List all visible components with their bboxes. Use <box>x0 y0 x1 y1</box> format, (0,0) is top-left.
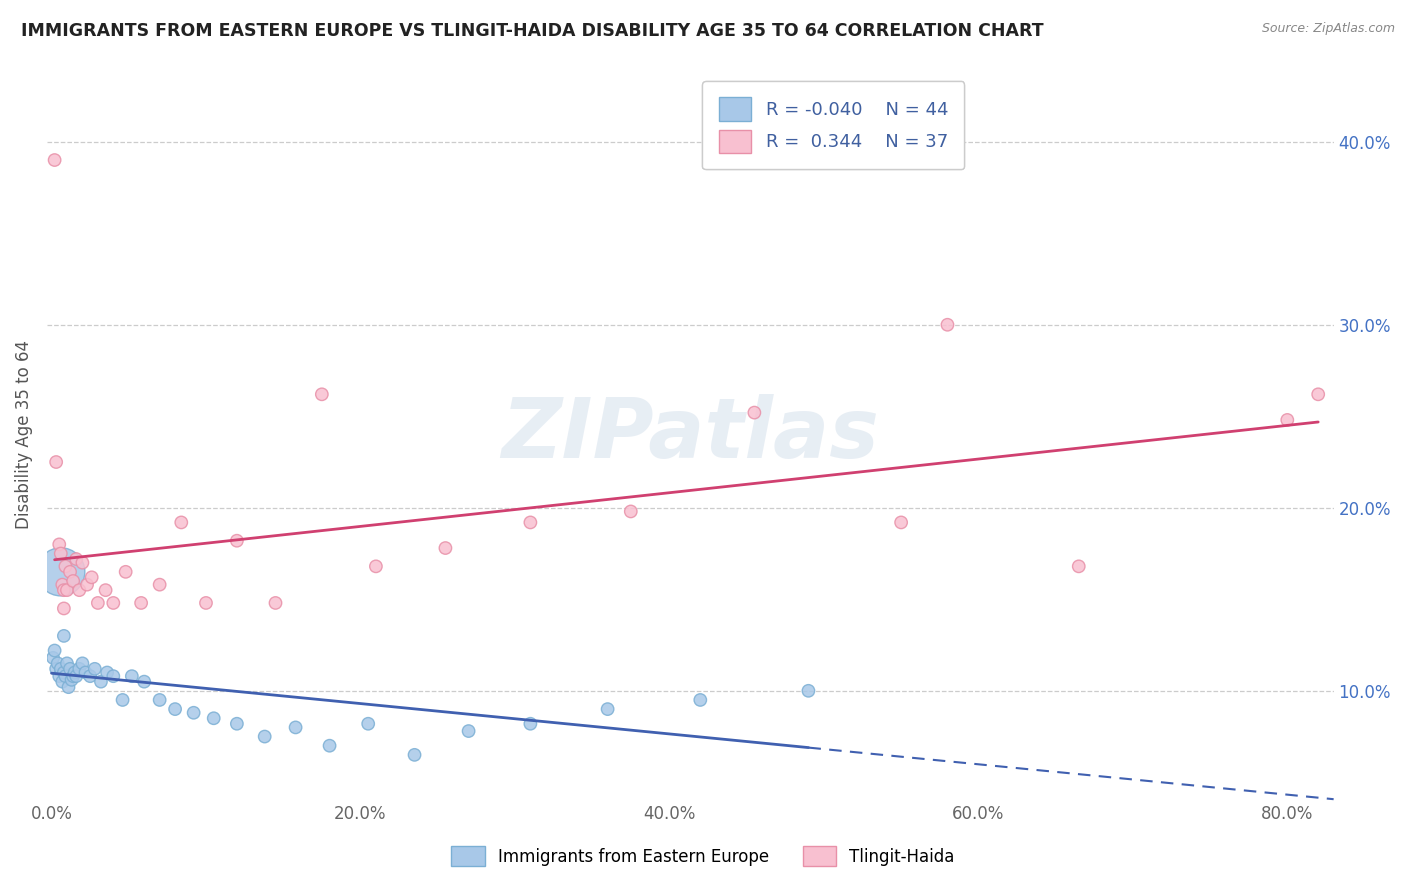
Text: IMMIGRANTS FROM EASTERN EUROPE VS TLINGIT-HAIDA DISABILITY AGE 35 TO 64 CORRELAT: IMMIGRANTS FROM EASTERN EUROPE VS TLINGI… <box>21 22 1043 40</box>
Point <box>59 565 82 579</box>
Point <box>596 702 619 716</box>
Point <box>52 583 75 598</box>
Point <box>457 724 479 739</box>
Point <box>103 596 125 610</box>
Point <box>62 574 84 588</box>
Point <box>129 596 152 610</box>
Point <box>149 693 172 707</box>
Point <box>60 673 83 687</box>
Point <box>87 596 110 610</box>
Point <box>52 629 75 643</box>
Point <box>202 711 225 725</box>
Point <box>890 516 912 530</box>
Point <box>65 552 87 566</box>
Point <box>76 577 98 591</box>
Point <box>44 153 66 167</box>
Point <box>52 601 75 615</box>
Point <box>165 702 187 716</box>
Point <box>103 669 125 683</box>
Point <box>52 665 75 680</box>
Text: Source: ZipAtlas.com: Source: ZipAtlas.com <box>1261 22 1395 36</box>
Point <box>519 516 541 530</box>
Point <box>149 577 172 591</box>
Point <box>284 720 307 734</box>
Point <box>45 662 67 676</box>
Point <box>111 693 134 707</box>
Point <box>1277 413 1299 427</box>
Point <box>183 706 205 720</box>
Point <box>65 669 87 683</box>
Point <box>225 716 247 731</box>
Point <box>253 730 276 744</box>
Point <box>936 318 959 332</box>
Point <box>96 665 118 680</box>
Point <box>434 541 457 555</box>
Point <box>48 537 70 551</box>
Legend: R = -0.040    N = 44, R =  0.344    N = 37: R = -0.040 N = 44, R = 0.344 N = 37 <box>703 81 965 169</box>
Point <box>72 657 94 671</box>
Point <box>264 596 287 610</box>
Point <box>83 662 105 676</box>
Point <box>55 669 77 683</box>
Point <box>75 665 97 680</box>
Point <box>56 583 79 598</box>
Point <box>90 674 112 689</box>
Point <box>195 596 218 610</box>
Point <box>48 669 70 683</box>
Point <box>49 662 72 676</box>
Text: ZIPatlas: ZIPatlas <box>502 394 879 475</box>
Point <box>1308 387 1330 401</box>
Point <box>364 559 387 574</box>
Point <box>114 565 136 579</box>
Point <box>58 680 80 694</box>
Point <box>357 716 380 731</box>
Point <box>620 504 643 518</box>
Point <box>59 662 82 676</box>
Point <box>51 577 73 591</box>
Y-axis label: Disability Age 35 to 64: Disability Age 35 to 64 <box>15 340 32 529</box>
Point <box>689 693 711 707</box>
Point <box>318 739 340 753</box>
Point <box>94 583 117 598</box>
Point <box>67 583 90 598</box>
Point <box>63 665 86 680</box>
Point <box>311 387 333 401</box>
Point <box>51 674 73 689</box>
Point <box>519 716 541 731</box>
Point <box>404 747 426 762</box>
Point <box>79 669 101 683</box>
Point <box>1067 559 1090 574</box>
Point <box>55 559 77 574</box>
Point <box>46 657 69 671</box>
Point <box>42 651 65 665</box>
Point <box>121 669 143 683</box>
Point <box>72 556 94 570</box>
Point <box>225 533 247 548</box>
Point <box>49 547 72 561</box>
Point <box>67 662 90 676</box>
Point <box>744 406 766 420</box>
Point <box>44 643 66 657</box>
Point <box>62 669 84 683</box>
Point <box>56 657 79 671</box>
Point <box>45 455 67 469</box>
Point <box>134 674 156 689</box>
Point <box>797 683 820 698</box>
Point <box>80 570 103 584</box>
Legend: Immigrants from Eastern Europe, Tlingit-Haida: Immigrants from Eastern Europe, Tlingit-… <box>443 838 963 875</box>
Point <box>49 565 72 579</box>
Point <box>170 516 193 530</box>
